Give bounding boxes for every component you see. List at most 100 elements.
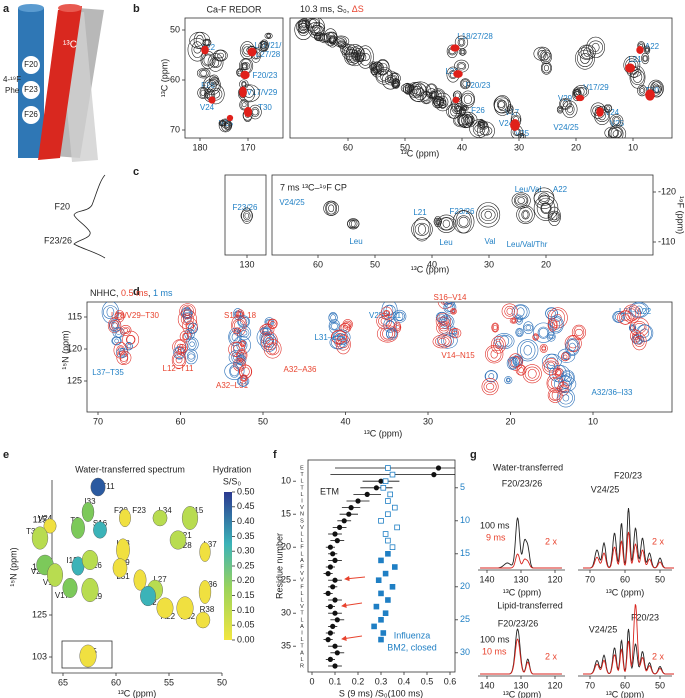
residue-letter: L: [300, 531, 303, 537]
contour: [391, 78, 400, 88]
peak-blob: [199, 542, 211, 562]
contour: [265, 342, 280, 356]
contour: [506, 356, 519, 370]
contour: [609, 114, 624, 128]
contour: [460, 105, 469, 112]
point: [348, 505, 354, 511]
x-tick-label: 10: [628, 142, 638, 152]
contour: [541, 346, 546, 351]
contour: [509, 317, 518, 324]
x-tick-label: 0.5: [421, 676, 434, 686]
contour: [558, 391, 573, 405]
y-tick-label: 30: [460, 647, 470, 657]
point: [385, 551, 391, 557]
contours: [240, 207, 254, 224]
y-tick-label: 25: [460, 614, 470, 624]
peak-blob: [140, 585, 156, 607]
contour: [492, 323, 499, 332]
contour: [456, 61, 467, 71]
contour: [116, 312, 123, 320]
contour: [421, 91, 431, 104]
contour: [237, 315, 250, 328]
contour: [436, 320, 452, 336]
contour: [487, 346, 502, 362]
point: [341, 518, 347, 524]
label: 10 ms: [482, 646, 507, 656]
point: [375, 577, 382, 583]
point: [334, 650, 340, 656]
contour: [554, 368, 562, 376]
contour: [437, 95, 449, 109]
contour: [523, 345, 532, 356]
x-tick-label: 0.2: [352, 676, 365, 686]
contour: [511, 318, 517, 324]
contour: [558, 108, 562, 112]
contour: [125, 334, 136, 345]
label: F20: [54, 201, 70, 211]
contour: [518, 206, 533, 223]
contour: [439, 324, 449, 332]
contour: [517, 133, 526, 138]
point: [378, 617, 384, 623]
peak-label: F23/26: [233, 203, 258, 212]
residue-letter: L: [300, 551, 303, 557]
contour: [577, 49, 593, 67]
contour: [392, 309, 407, 323]
contour: [329, 322, 340, 331]
point: [371, 623, 377, 630]
contour: [119, 351, 129, 364]
residue-letter: L: [300, 657, 303, 663]
residue-letter: R: [300, 663, 304, 669]
axis-label: S (9 ms) /S₀(100 ms): [339, 688, 423, 698]
contour: [492, 324, 498, 331]
contour: [549, 389, 562, 401]
contour: [380, 326, 396, 342]
axis-label: ¹⁹F (ppm): [676, 196, 685, 234]
y-tick-label: 5: [460, 482, 465, 492]
contour: [481, 378, 499, 396]
contour: [387, 329, 396, 338]
peak-blob: [181, 506, 199, 530]
axis-label: ¹³C (ppm): [606, 689, 645, 698]
peak-blob: [176, 596, 194, 620]
contour: [394, 325, 400, 330]
y-tick-label: 120: [67, 343, 82, 353]
x-tick-label: 55: [164, 677, 174, 687]
arrows: [341, 575, 366, 642]
contour: [440, 302, 450, 306]
contour: [208, 74, 220, 87]
residue-letter: N: [300, 512, 304, 518]
contours: [323, 187, 561, 242]
contour: [347, 218, 360, 230]
legend-entry: 0.5 ms: [121, 288, 149, 298]
contour: [375, 66, 393, 85]
contour: [561, 351, 572, 361]
contour: [125, 342, 133, 351]
y-tick-label: -120: [658, 186, 676, 196]
peak-label: R38: [200, 605, 215, 614]
contour: [236, 355, 246, 365]
annotation: ETM: [320, 486, 339, 496]
residue-letter: I: [301, 630, 303, 636]
peak-label: V24: [38, 514, 53, 523]
axis-label: ¹³C (ppm): [503, 689, 542, 698]
contour: [555, 369, 561, 376]
label: F20/23/26: [498, 618, 539, 628]
residue-letter: T: [300, 485, 304, 491]
contour: [542, 358, 560, 376]
contour: [517, 330, 522, 335]
delta-peak: [226, 114, 234, 122]
contour: [548, 210, 561, 222]
x-tick-label: 40: [340, 416, 350, 426]
colorbar: [224, 492, 232, 640]
contour: [106, 307, 115, 318]
contour: [182, 332, 190, 341]
contour: [240, 209, 254, 222]
point: [325, 590, 331, 597]
point: [382, 570, 389, 577]
label: F20/23: [614, 470, 642, 480]
point: [332, 577, 338, 583]
spectrum: [583, 531, 674, 569]
label: 2 x: [545, 536, 558, 546]
peak-blob: [81, 577, 99, 603]
